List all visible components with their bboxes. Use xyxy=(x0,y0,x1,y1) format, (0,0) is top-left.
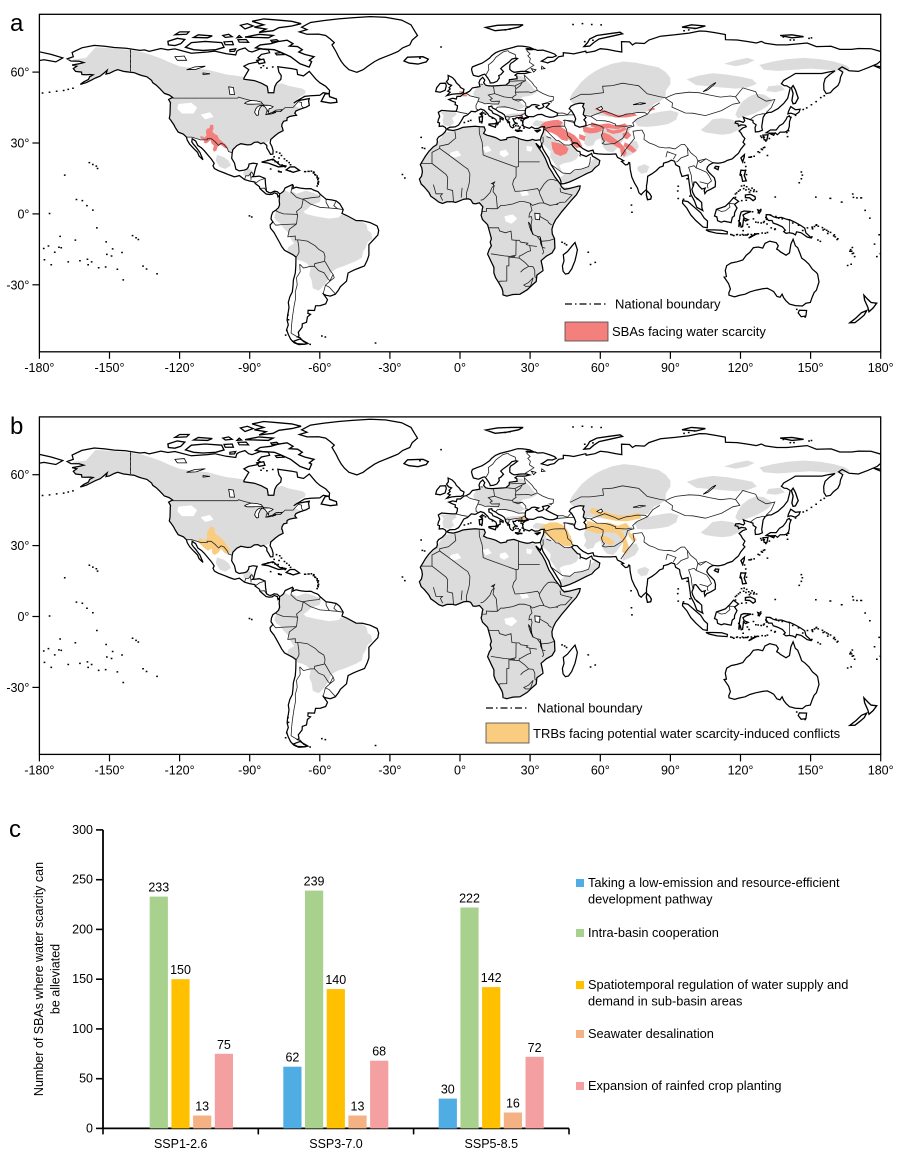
svg-text:-90°: -90° xyxy=(238,763,261,777)
svg-text:0°: 0° xyxy=(454,763,466,777)
svg-text:300: 300 xyxy=(72,823,93,837)
svg-text:68: 68 xyxy=(372,1045,386,1059)
svg-text:b: b xyxy=(10,413,23,440)
svg-text:-150°: -150° xyxy=(94,763,124,777)
svg-text:Intra-basin cooperation: Intra-basin cooperation xyxy=(588,925,719,940)
svg-text:180°: 180° xyxy=(868,763,894,777)
svg-text:75: 75 xyxy=(217,1038,231,1052)
svg-text:250: 250 xyxy=(72,873,93,887)
svg-text:30°: 30° xyxy=(10,539,29,553)
svg-text:60°: 60° xyxy=(10,66,29,80)
svg-text:TRBs facing potential water sc: TRBs facing potential water scarcity-ind… xyxy=(533,726,841,741)
svg-text:16: 16 xyxy=(506,1097,520,1111)
svg-text:-60°: -60° xyxy=(308,763,331,777)
svg-text:be alleviated: be alleviated xyxy=(49,944,63,1014)
svg-text:13: 13 xyxy=(195,1100,209,1114)
svg-text:SSP1-2.6: SSP1-2.6 xyxy=(154,1137,208,1151)
svg-text:0: 0 xyxy=(86,1121,93,1135)
svg-text:-150°: -150° xyxy=(94,361,124,375)
svg-text:60°: 60° xyxy=(10,468,29,482)
svg-text:150: 150 xyxy=(72,972,93,986)
svg-text:-120°: -120° xyxy=(165,361,195,375)
svg-text:0°: 0° xyxy=(17,207,29,221)
svg-text:140: 140 xyxy=(325,973,346,987)
svg-text:-180°: -180° xyxy=(24,361,54,375)
svg-text:62: 62 xyxy=(285,1051,299,1065)
svg-text:-180°: -180° xyxy=(24,763,54,777)
svg-text:239: 239 xyxy=(304,875,325,889)
svg-text:-90°: -90° xyxy=(238,361,261,375)
svg-text:Expansion of rainfed crop plan: Expansion of rainfed crop planting xyxy=(588,1078,782,1093)
svg-text:200: 200 xyxy=(72,922,93,936)
svg-text:a: a xyxy=(10,10,24,37)
svg-text:120°: 120° xyxy=(728,361,754,375)
svg-text:150°: 150° xyxy=(798,361,824,375)
svg-text:150°: 150° xyxy=(798,763,824,777)
svg-text:30°: 30° xyxy=(521,361,540,375)
svg-text:0°: 0° xyxy=(17,610,29,624)
svg-text:-120°: -120° xyxy=(165,763,195,777)
svg-text:c: c xyxy=(9,816,21,843)
svg-text:-30°: -30° xyxy=(378,361,401,375)
svg-text:SSP5-8.5: SSP5-8.5 xyxy=(465,1137,519,1151)
svg-text:demand in sub-basin areas: demand in sub-basin areas xyxy=(588,994,742,1009)
svg-text:SSP3-7.0: SSP3-7.0 xyxy=(309,1137,363,1151)
svg-text:Number of SBAs where water sca: Number of SBAs where water scarcity can xyxy=(32,862,46,1096)
svg-text:120°: 120° xyxy=(728,763,754,777)
svg-text:National boundary: National boundary xyxy=(537,701,643,716)
svg-text:30: 30 xyxy=(441,1083,455,1097)
svg-text:60°: 60° xyxy=(591,361,610,375)
svg-text:72: 72 xyxy=(528,1041,542,1055)
svg-text:Seawater desalination: Seawater desalination xyxy=(588,1026,714,1041)
svg-text:90°: 90° xyxy=(661,361,680,375)
svg-text:-30°: -30° xyxy=(378,763,401,777)
svg-text:90°: 90° xyxy=(661,763,680,777)
svg-text:142: 142 xyxy=(481,971,502,985)
svg-text:-30°: -30° xyxy=(6,681,29,695)
svg-text:development pathway: development pathway xyxy=(588,892,713,907)
svg-text:-30°: -30° xyxy=(6,278,29,292)
svg-text:30°: 30° xyxy=(521,763,540,777)
svg-text:233: 233 xyxy=(148,881,169,895)
svg-text:-60°: -60° xyxy=(308,361,331,375)
svg-text:180°: 180° xyxy=(868,361,894,375)
svg-text:150: 150 xyxy=(170,963,191,977)
svg-text:0°: 0° xyxy=(454,361,466,375)
svg-text:National boundary: National boundary xyxy=(615,297,721,312)
svg-text:222: 222 xyxy=(459,892,480,906)
svg-text:60°: 60° xyxy=(591,763,610,777)
svg-text:SBAs facing water scarcity: SBAs facing water scarcity xyxy=(612,324,766,339)
svg-text:13: 13 xyxy=(351,1100,365,1114)
svg-text:30°: 30° xyxy=(10,137,29,151)
svg-text:100: 100 xyxy=(72,1022,93,1036)
svg-text:Spatiotemporal regulation of w: Spatiotemporal regulation of water suppl… xyxy=(588,977,848,992)
svg-text:Taking a low-emission and reso: Taking a low-emission and resource-effic… xyxy=(588,875,840,890)
svg-text:50: 50 xyxy=(79,1072,93,1086)
